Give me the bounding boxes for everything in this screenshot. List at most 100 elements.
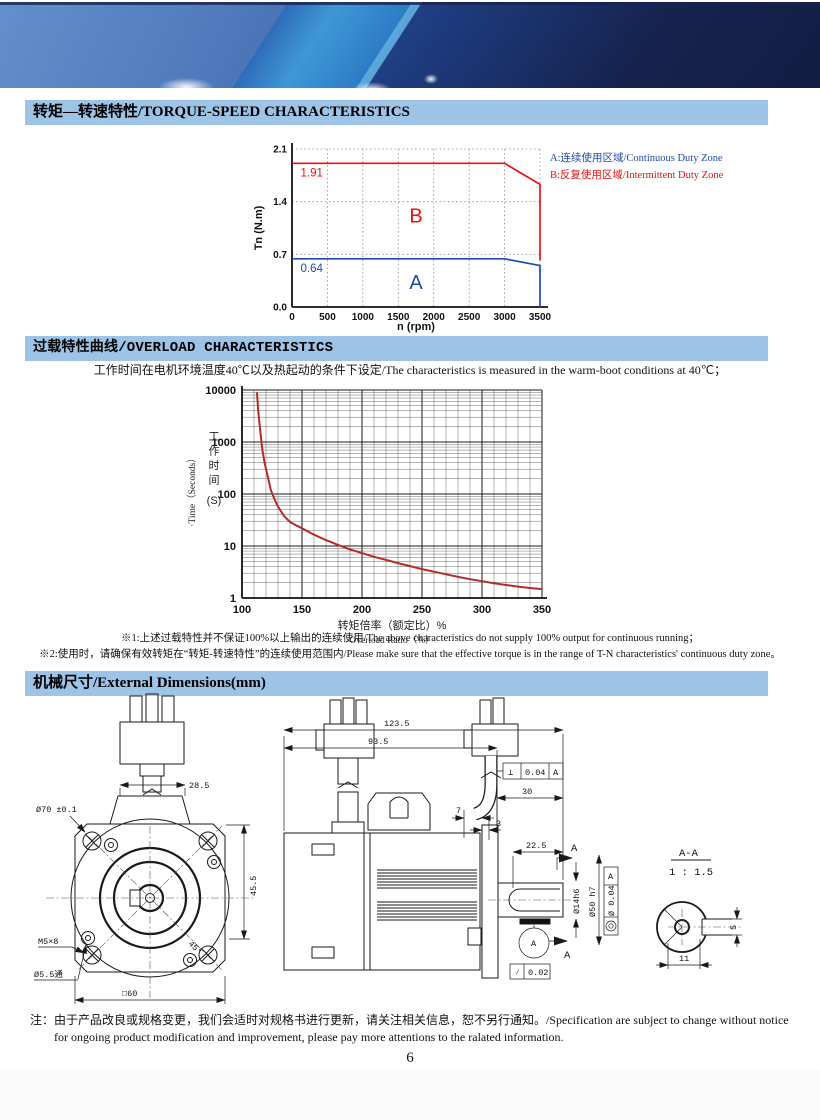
svg-text:150: 150: [293, 604, 311, 616]
page-number: 6: [406, 1050, 414, 1066]
svg-text:3500: 3500: [529, 312, 552, 323]
perp-tolerance: 0.04: [525, 768, 545, 778]
perp-datum: A: [553, 768, 559, 778]
svg-text:(S): (S): [207, 495, 222, 507]
bottom-band: [0, 1070, 820, 1120]
svg-text:0.0: 0.0: [273, 303, 287, 314]
svg-text:1: 1: [230, 593, 236, 605]
overload-chart: 1 10 100 1000 10000 100 150 200 250 300 350 工作时间 (S)…: [168, 378, 588, 646]
dim-28-5: 28.5: [189, 781, 209, 791]
front-view-drawing: 28.5 Ø70 ±0.1 45.5 M5×8 Ø5.5通 □60 45°: [34, 693, 259, 1004]
mounting-holes: [81, 831, 221, 967]
svg-text:10000: 10000: [205, 385, 236, 397]
torque-chart-legend: A:连续使用区域/Continuous Duty Zone B:反复使用区域/I…: [550, 150, 723, 184]
footer-note-line2: for ongoing product modification and imp…: [54, 1030, 564, 1044]
banner-glow: [352, 82, 392, 88]
dim-3: 3: [496, 819, 501, 829]
torque-speed-chart-svg: 0.0 0.7 1.4 2.1 0 500 1000 1500 2000 2500 3000 3500…: [253, 143, 552, 333]
dim-overall: 123.5: [384, 719, 410, 729]
svg-text:1.4: 1.4: [273, 197, 287, 208]
front-view-dimensions: 28.5 Ø70 ±0.1 45.5 M5×8 Ø5.5通 □60 45°: [34, 781, 259, 1004]
svg-text:1500: 1500: [387, 312, 410, 323]
svg-text:0: 0: [289, 312, 295, 323]
concentricity-frame: A Ø 0.04: [603, 866, 619, 936]
svg-text:间: 间: [209, 474, 220, 487]
dim-5: 5: [729, 925, 739, 930]
svg-text:2500: 2500: [458, 312, 481, 323]
svg-text:作: 作: [209, 445, 220, 458]
flat-symbol: ∕: [515, 968, 520, 978]
section-title-overload: 过载特性曲线/OVERLOAD CHARACTERISTICS: [25, 336, 768, 361]
svg-text:A: A: [409, 272, 423, 294]
svg-text:300: 300: [473, 604, 491, 616]
section-aa-drawing: A-A 1 : 1.5 5 11: [656, 848, 742, 969]
dim-square: □60: [122, 989, 137, 999]
dim-body: 93.5: [368, 737, 388, 747]
perpendicularity-frame: ⊥ 0.04 A: [496, 762, 564, 825]
section-aa-title: A-A: [679, 848, 699, 860]
dim-45-5: 45.5: [249, 876, 259, 896]
flatness-frame: ∕ 0.02: [509, 963, 551, 980]
banner-glow: [424, 74, 438, 84]
svg-text:10: 10: [224, 541, 236, 553]
banner-glow: [158, 78, 214, 88]
note-1: ※1:上述过载特性并不保证100%以上输出的连续使用/The above cha…: [120, 633, 699, 644]
dim-22-5: 22.5: [526, 841, 546, 851]
svg-text:2.1: 2.1: [273, 145, 287, 156]
flat-tolerance: 0.02: [528, 968, 548, 978]
header-banner: [0, 2, 820, 88]
svg-text:1000: 1000: [352, 312, 375, 323]
dim-pilot: Ø70 ±0.1: [36, 805, 77, 815]
overload-subtitle: 工作时间在电机环境温度40℃以及热起动的条件下设定/The characteri…: [93, 363, 727, 377]
svg-text:Overload Ratio（%）: Overload Ratio（%）: [349, 634, 434, 646]
dim-11: 11: [679, 954, 689, 964]
conc-tolerance: Ø 0.04: [607, 885, 617, 916]
footer-note-label: 注：: [30, 1013, 55, 1027]
torque-speed-chart: 0.0 0.7 1.4 2.1 0 500 1000 1500 2000 2500 3000 3500…: [246, 133, 576, 333]
footer-note: 注： 由于产品改良或规格变更，我们会适时对规格书进行更新，请关注相关信息，恕不另…: [30, 1012, 792, 1046]
svg-text:Tn (N.m): Tn (N.m): [253, 205, 265, 250]
svg-text:·Time（Seconds）: ·Time（Seconds）: [186, 453, 198, 527]
svg-text:100: 100: [218, 489, 236, 501]
svg-text:转矩倍率（额定比）%: 转矩倍率（额定比）%: [338, 618, 447, 632]
svg-text:350: 350: [533, 604, 551, 616]
legend-item-intermittent: B:反复使用区域/Intermittent Duty Zone: [550, 170, 724, 181]
section-aa-geometry: [656, 901, 742, 953]
svg-text:100: 100: [233, 604, 251, 616]
side-view-dimensions: 123.5 93.5 ⊥ 0.04 A 30 7 3 2: [283, 719, 619, 980]
svg-text:1.91: 1.91: [301, 167, 323, 179]
svg-text:1000: 1000: [212, 437, 236, 449]
dim-30: 30: [522, 787, 532, 797]
datum-target-a: A: [531, 939, 537, 949]
dim-screw: M5×8: [38, 937, 58, 947]
svg-text:2000: 2000: [423, 312, 446, 323]
section-aa-dimensions: 5 11: [656, 907, 742, 969]
side-view-drawing: 123.5 93.5 ⊥ 0.04 A 30 7 3 2: [283, 697, 619, 980]
section-title-torque-speed: 转矩—转速特性/TORQUE-SPEED CHARACTERISTICS: [25, 100, 768, 125]
note-2: ※2:使用时，请确保有效转矩在“转矩-转速特性”的连续使用范围内/Please …: [39, 649, 781, 660]
dim-hole: Ø5.5通: [34, 969, 63, 980]
dim-7: 7: [456, 806, 461, 816]
conc-datum: A: [608, 872, 614, 882]
section-title-dimensions: 机械尺寸/External Dimensions(mm): [25, 671, 768, 696]
overload-notes: ※1:上述过载特性并不保证100%以上输出的连续使用/The above cha…: [0, 631, 820, 663]
svg-text:250: 250: [413, 604, 431, 616]
svg-text:0.7: 0.7: [273, 250, 287, 261]
dim-shaft-dia: Ø14h6: [572, 888, 582, 914]
svg-text:时: 时: [209, 459, 220, 472]
svg-text:0.64: 0.64: [301, 263, 324, 275]
perp-symbol: ⊥: [508, 768, 513, 778]
svg-text:B: B: [409, 206, 422, 228]
side-view-geometry: [283, 697, 564, 979]
legend-item-continuous: A:连续使用区域/Continuous Duty Zone: [550, 153, 723, 164]
front-view-centerlines: [46, 825, 254, 998]
svg-text:200: 200: [353, 604, 371, 616]
svg-text:500: 500: [319, 312, 336, 323]
svg-text:3000: 3000: [493, 312, 516, 323]
svg-text:n (rpm): n (rpm): [397, 321, 435, 333]
section-aa-scale: 1 : 1.5: [669, 867, 713, 879]
banner-top-line: [0, 2, 820, 5]
section-arrow-a-bottom: A: [564, 950, 571, 962]
dim-pilot-dia: Ø50 h7: [588, 886, 598, 917]
